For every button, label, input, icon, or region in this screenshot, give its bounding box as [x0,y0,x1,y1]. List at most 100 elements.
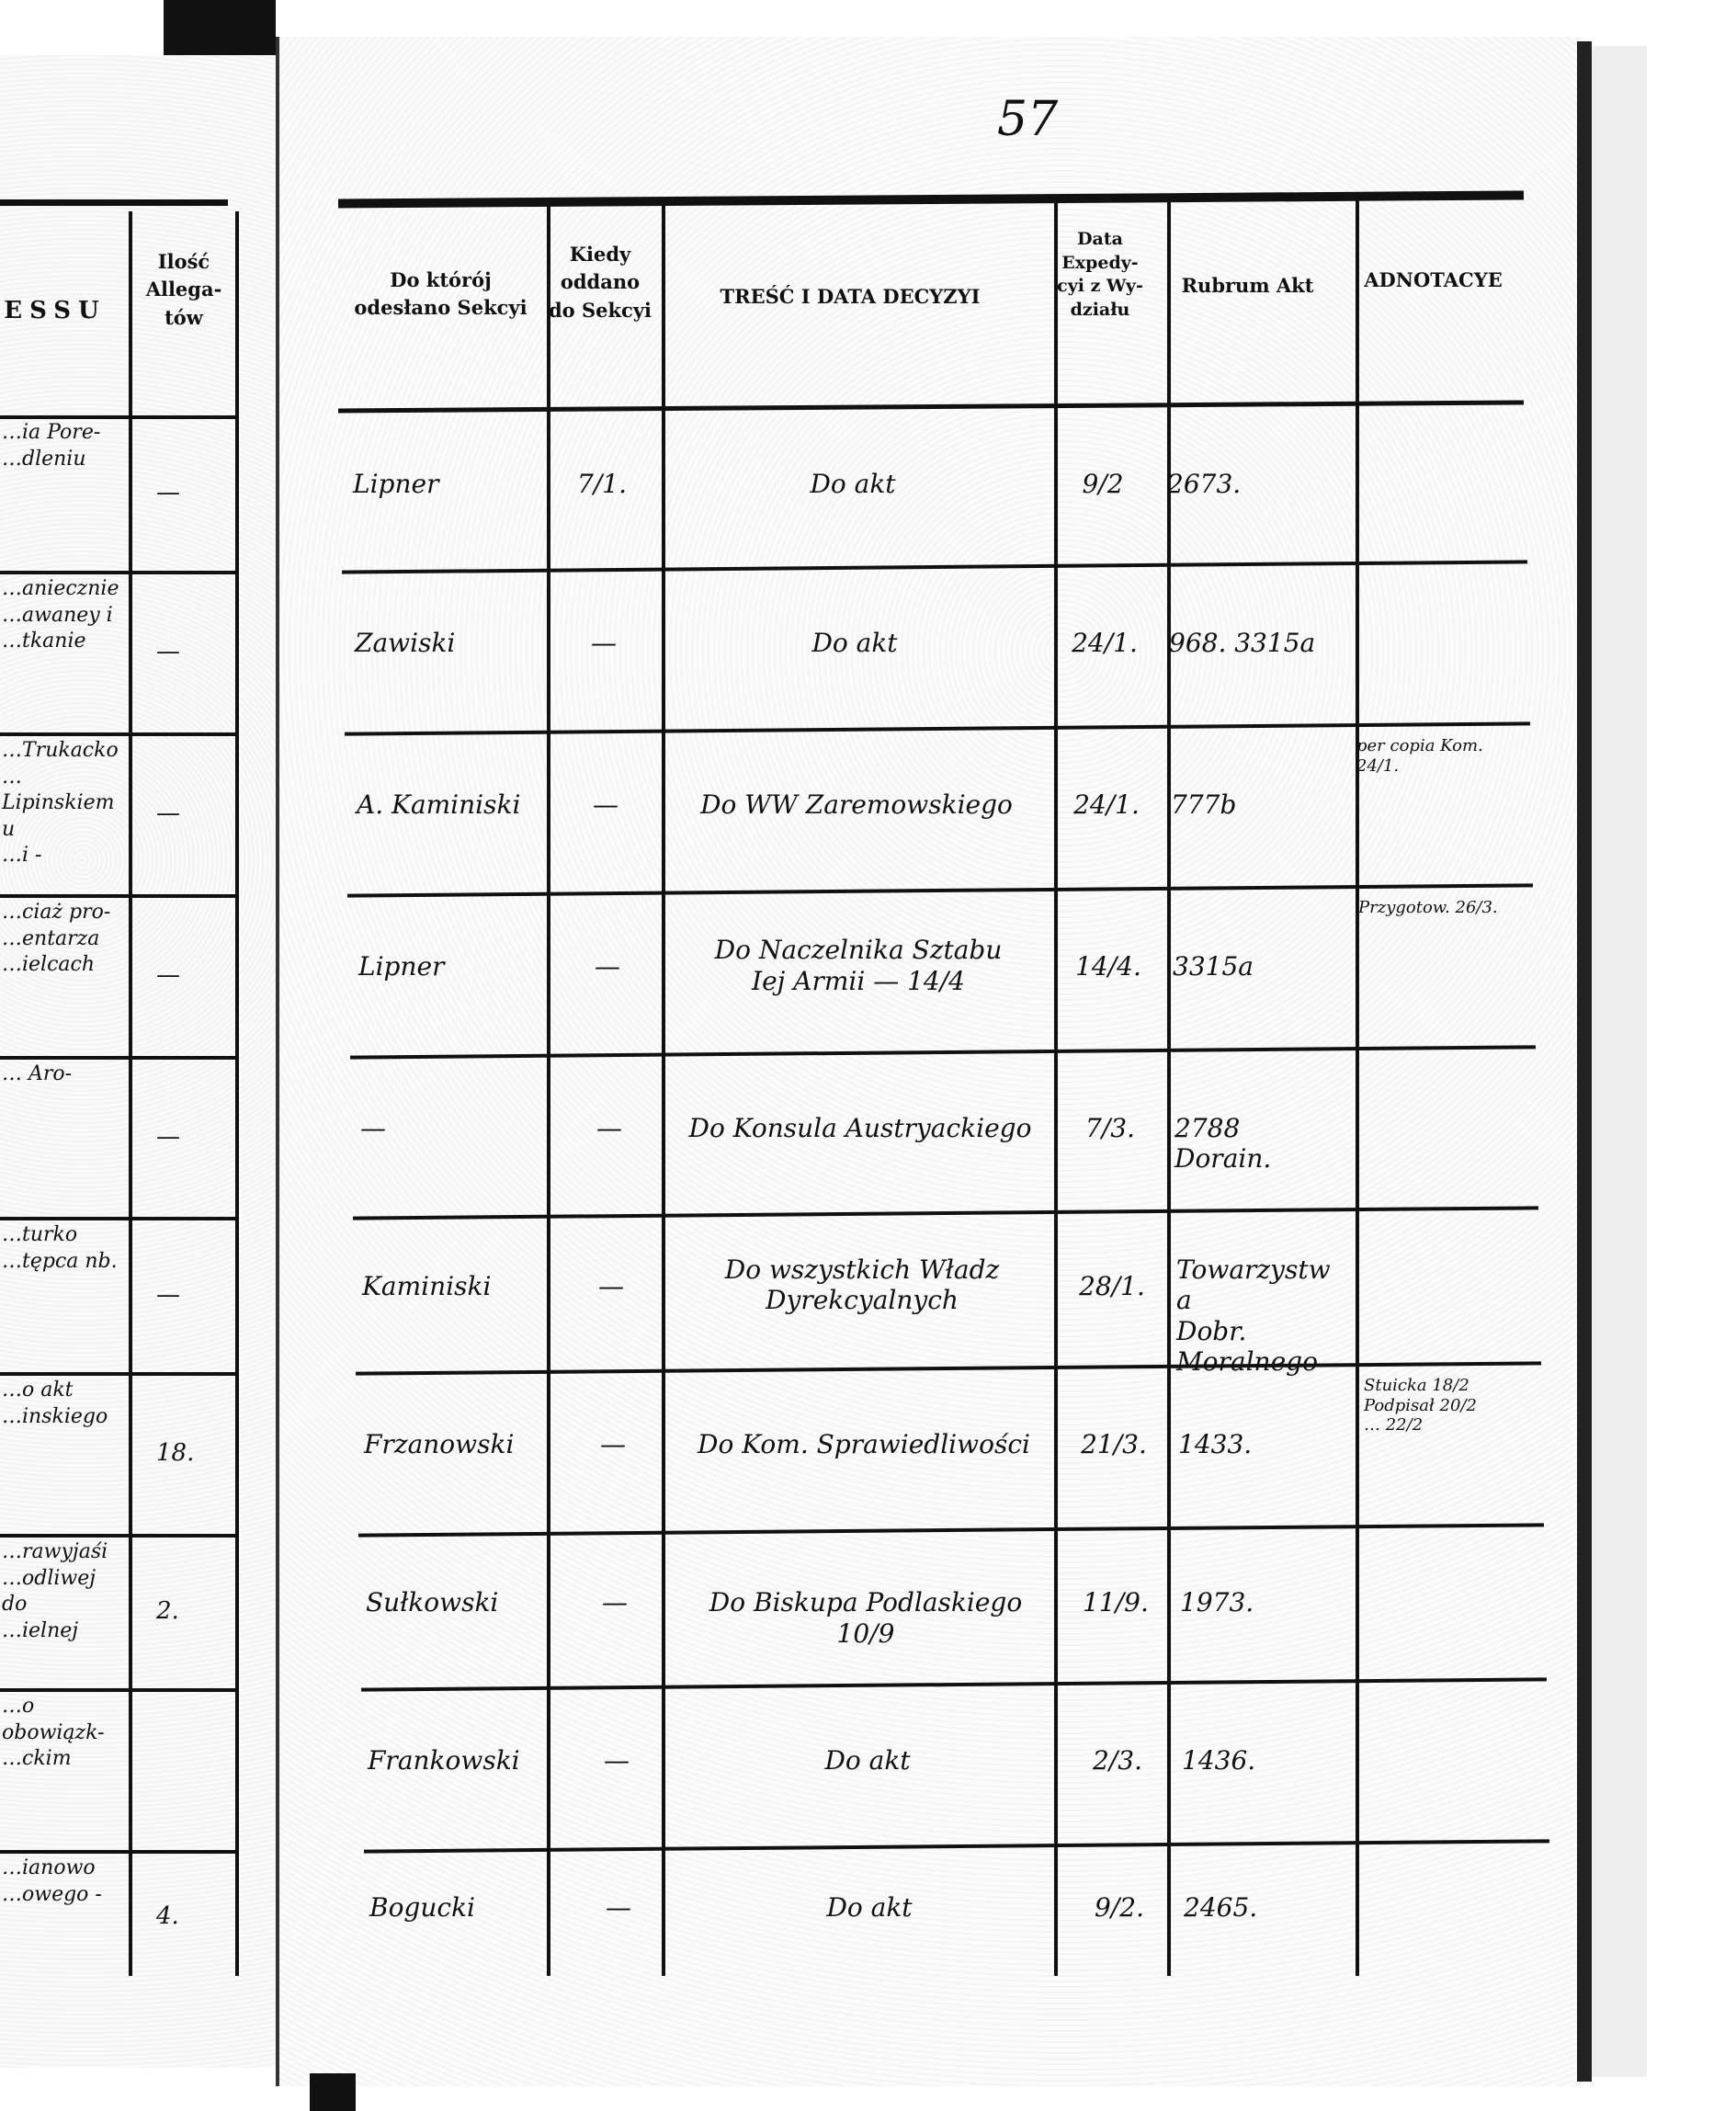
cell-kiedy: — [591,628,617,658]
column-divider [1167,198,1171,1976]
left-page-row-count: — [156,638,180,665]
column-divider [1356,198,1359,1976]
cell-adnotacye: Stuicka 18/2 Podpisał 20/2 … 22/2 [1364,1376,1477,1436]
cell-kiedy: — [606,1891,631,1923]
left-page-row-count: — [156,1280,180,1309]
cell-rubrum: 1436. [1182,1745,1256,1776]
left-page-row-count: — [156,961,180,989]
cell-tresc: Do Konsula Austryackiego [688,1112,1032,1143]
cell-rubrum: 3315a [1173,951,1254,982]
page-number: 57 [997,92,1059,147]
left-page-row-text: … Aro- [2,1062,73,1085]
cell-tresc: Do akt [826,1891,913,1923]
cell-sekcja: Frzanowski [364,1429,515,1459]
cell-adnotacye: Przygotow. 26/3. [1358,898,1498,917]
cell-rubrum: Towarzystwa Dobr. Moralnego [1176,1254,1331,1378]
right-page [276,37,1584,2086]
cell-data-exp: 24/1. [1073,789,1140,820]
cell-sekcja: Frankowski [368,1745,520,1776]
left-row-divider [0,1688,235,1692]
left-page-row-text: …ianowo …owego - [2,1856,102,1906]
left-page-row-text: …o obowiązk- …ckim [2,1695,105,1771]
cell-tresc: Do Biskupa Podlaskiego 10/9 [709,1587,1023,1649]
left-header-allegaty: Ilość Allega- tów [145,250,222,329]
book-spine-shadow-bottom [310,2073,356,2111]
cell-data-exp: 24/1. [1072,628,1138,658]
cell-tresc: Do WW Zaremowskiego [700,789,1013,820]
left-page-row-count: — [156,1122,180,1151]
cell-kiedy: — [602,1587,628,1617]
cell-tresc: Do Naczelnika Sztabu Iej Armii — 14/4 [714,935,1003,996]
cell-sekcja: — [360,1112,386,1143]
cell-rubrum: 2673. [1167,469,1242,499]
header-sekcja: Do którój odesłano Sekcyi [354,268,528,320]
cell-data-exp: 9/2 [1082,469,1124,499]
cell-kiedy: — [596,1112,622,1143]
cell-data-exp: 2/3. [1093,1745,1142,1776]
left-column-divider [235,211,239,1976]
cell-tresc: Do akt [810,469,896,499]
header-data-expedycyi: Data Expedy- cyi z Wy- działu [1057,229,1143,320]
book-spine-shadow [164,0,276,55]
cell-kiedy: 7/1. [577,469,627,499]
left-page-row-count: 18. [156,1439,195,1467]
cell-tresc: Do akt [811,628,898,658]
left-row-divider [0,1372,235,1376]
left-row-divider [0,1850,235,1854]
header-kiedy: Kiedy oddano do Sekcyi [548,243,652,322]
left-page-row-count: — [156,800,180,827]
left-row-divider [0,1217,235,1220]
left-header-fragment: ESSU [4,297,107,324]
left-page-row-count: 4. [156,1901,179,1930]
header-tresc: TREŚĆ I DATA DECYZYI [720,285,981,308]
cell-kiedy: — [600,1429,626,1459]
column-divider [547,198,550,1976]
left-page-row-text: …aniecznie …awaney i …tkanie [2,577,119,653]
cell-kiedy: — [593,789,618,820]
cell-rubrum: 777b [1171,789,1237,820]
cell-rubrum: 2465. [1184,1891,1258,1923]
left-page-row-text: …ia Pore- …dleniu [2,421,101,471]
cell-rubrum: 968. 3315a [1169,628,1316,658]
left-page-row-count: 2. [156,1597,179,1625]
left-page [0,55,276,2068]
cell-adnotacye: per copia Kom. 24/1. [1356,736,1483,776]
left-row-divider [0,732,235,736]
cell-sekcja: Bogucki [369,1891,475,1923]
cell-sekcja: A. Kaminiski [357,789,521,820]
background-margin [1592,46,1647,2077]
column-divider [1054,198,1058,1976]
cell-data-exp: 7/3. [1085,1112,1135,1143]
cell-sekcja: Sułkowski [366,1587,499,1617]
header-adnotacye: ADNOTACYE [1364,268,1503,291]
cell-tresc: Do Kom. Sprawiedliwości [698,1429,1030,1459]
left-row-divider [0,571,235,574]
cell-data-exp: 28/1. [1079,1270,1145,1301]
cell-sekcja: Lipner [353,469,439,499]
cell-rubrum: 1433. [1178,1429,1253,1459]
cell-rubrum: 1973. [1180,1587,1254,1617]
cell-data-exp: 11/9. [1083,1587,1149,1617]
cell-kiedy: — [598,1270,624,1301]
left-header-bottom-rule [0,415,235,419]
cell-kiedy: — [595,951,620,982]
cell-rubrum: 2788 Dorain. [1174,1112,1272,1175]
left-row-divider [0,1534,235,1538]
cell-sekcja: Lipner [358,951,445,982]
cell-sekcja: Zawiski [355,628,456,658]
cell-kiedy: — [604,1745,630,1776]
cell-tresc: Do wszystkich Władz Dyrekcyalnych [724,1254,1000,1316]
left-page-row-text: …ciaż pro- …entarza …ielcach [2,901,111,977]
book-edge [1577,41,1592,2082]
left-header-rule [0,199,228,206]
left-page-row-count: — [156,479,180,506]
left-page-row-text: …rawyjaśi …odliwej do …ielnej [2,1540,108,1642]
column-divider [662,198,665,1976]
header-rubrum: Rubrum Akt [1181,274,1314,297]
cell-data-exp: 9/2. [1095,1891,1144,1923]
cell-data-exp: 14/4. [1075,951,1141,982]
left-row-divider [0,1056,235,1060]
cell-data-exp: 21/3. [1081,1429,1147,1459]
cell-tresc: Do akt [824,1745,911,1776]
left-page-row-text: …Trukacko …Lipinskiemu …i - [2,739,119,868]
